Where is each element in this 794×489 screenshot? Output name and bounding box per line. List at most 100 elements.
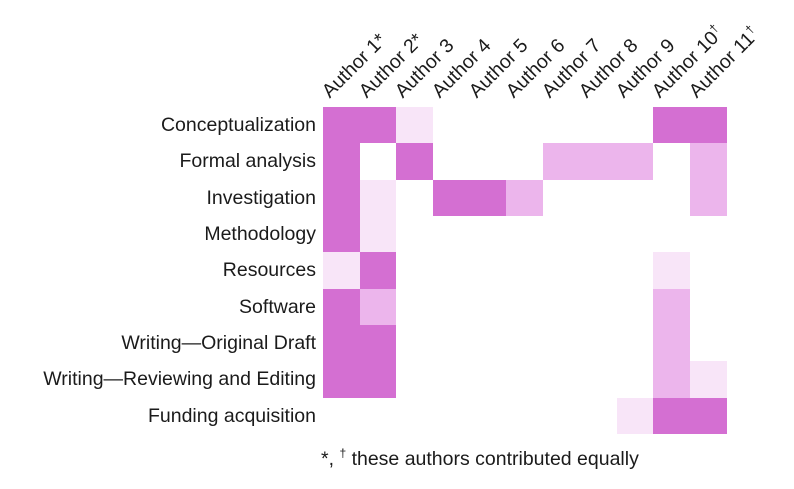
heatmap-cell [579,288,617,325]
heatmap-cell [469,288,507,325]
heatmap-cell [469,107,507,144]
heatmap-cell [506,288,544,325]
heatmap-cell [396,215,434,253]
row-label: Writing—Original Draft [121,331,316,354]
heatmap-cell [469,361,507,398]
heatmap-cell [653,179,690,216]
row-label: Software [239,295,316,318]
heatmap-cell [469,324,507,362]
row-label: Formal analysis [179,150,316,173]
row-label: Investigation [206,186,317,209]
heatmap-cell [579,324,617,362]
heatmap-cell [506,107,544,144]
heatmap-cell [543,179,580,216]
heatmap-cell [359,179,397,216]
heatmap-cell [579,397,617,434]
heatmap-cell [653,361,690,398]
heatmap-cell [359,397,397,434]
dagger-marker: † [742,22,758,37]
heatmap-cell [433,397,470,434]
heatmap-cell [506,143,544,180]
heatmap-cell [469,252,507,289]
row-label: Writing—Reviewing and Editing [43,368,316,391]
row-label: Resources [222,259,316,282]
row-label: Funding acquisition [147,404,316,427]
heatmap-cell [323,288,360,325]
heatmap-cell [543,288,580,325]
heatmap-cell [323,143,360,180]
heatmap-cell [506,361,544,398]
heatmap-cell [359,143,397,180]
heatmap-cell [616,143,654,180]
footnote: *, † these authors contributed equally [321,446,639,471]
heatmap-cell [579,107,617,144]
heatmap-cell [469,179,507,216]
heatmap-cell [359,252,397,289]
heatmap-cell [616,252,654,289]
row-label: Methodology [204,222,316,245]
heatmap-cell [323,107,360,144]
heatmap-cell [359,361,397,398]
heatmap-cell [543,361,580,398]
heatmap-cell [689,143,727,180]
heatmap-cell [579,361,617,398]
heatmap-cell [396,288,434,325]
heatmap-cell [359,107,397,144]
heatmap-cell [506,179,544,216]
heatmap-grid [323,107,727,434]
heatmap-cell [653,288,690,325]
heatmap-cell [653,107,690,144]
heatmap-cell [396,361,434,398]
heatmap-cell [543,107,580,144]
heatmap-cell [579,179,617,216]
heatmap-cell [653,397,690,434]
heatmap-cell [543,252,580,289]
heatmap-cell [506,252,544,289]
heatmap-cell [469,215,507,253]
heatmap-cell [616,397,654,434]
heatmap-cell [689,252,727,289]
heatmap-cell [653,252,690,289]
heatmap-cell [689,397,727,434]
heatmap-cell [689,215,727,253]
heatmap-cell [323,361,360,398]
heatmap-cell [323,215,360,253]
heatmap-cell [506,324,544,362]
heatmap-cell [359,324,397,362]
heatmap-cell [616,179,654,216]
heatmap-cell [579,252,617,289]
heatmap-cell [433,215,470,253]
heatmap-cell [469,397,507,434]
heatmap-cell [506,215,544,253]
heatmap-cell [689,288,727,325]
heatmap-cell [506,397,544,434]
heatmap-cell [579,215,617,253]
footnote-dagger: † [339,446,347,461]
heatmap-cell [396,324,434,362]
heatmap-cell [323,179,360,216]
heatmap-cell [543,324,580,362]
heatmap-cell [616,324,654,362]
heatmap-cell [689,324,727,362]
heatmap-cell [396,252,434,289]
heatmap-cell [323,324,360,362]
heatmap-cell [433,107,470,144]
heatmap-cell [653,215,690,253]
heatmap-cell [323,397,360,434]
heatmap-cell [653,143,690,180]
heatmap-cell [433,361,470,398]
heatmap-cell [689,179,727,216]
heatmap-cell [543,397,580,434]
heatmap-cell [616,107,654,144]
heatmap-cell [433,143,470,180]
heatmap-cell [689,107,727,144]
heatmap-cell [359,288,397,325]
heatmap-cell [469,143,507,180]
heatmap-cell [616,361,654,398]
heatmap-cell [433,252,470,289]
heatmap-cell [396,397,434,434]
heatmap-cell [396,143,434,180]
heatmap-cell [653,324,690,362]
heatmap-cell [323,252,360,289]
